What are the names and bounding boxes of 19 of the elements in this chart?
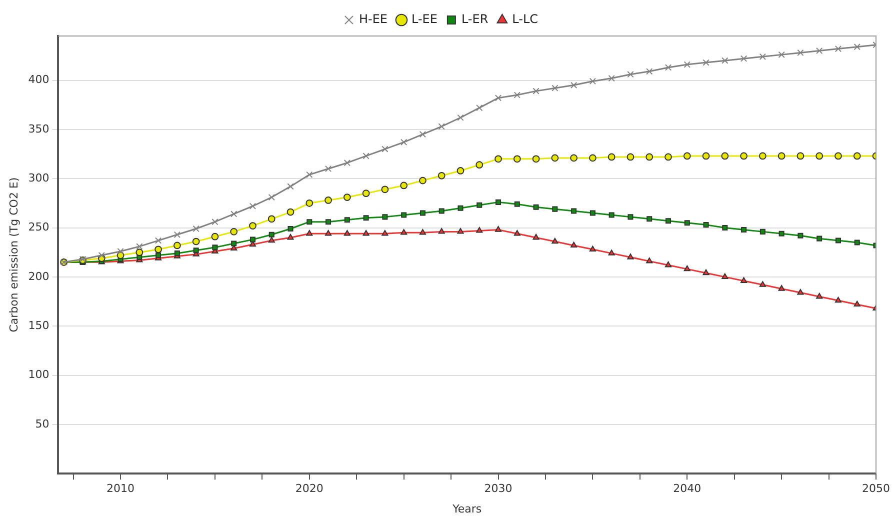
legend-label: H-EE	[358, 12, 388, 26]
x-tick-label: 2040	[673, 482, 702, 496]
y-tick-label: 50	[35, 417, 50, 430]
x-tick-label: 2030	[484, 482, 512, 496]
y-tick-label: 400	[28, 73, 50, 86]
legend-label: L-EE	[411, 12, 438, 26]
y-tick-label: 200	[28, 270, 50, 283]
y-tick-label: 250	[28, 220, 50, 234]
x-tick-label: 2020	[295, 482, 324, 496]
y-tick-label: 150	[28, 318, 50, 332]
x-tick-label: 2010	[106, 482, 135, 496]
y-tick-label: 300	[28, 171, 50, 184]
y-tick-label: 100	[28, 368, 50, 382]
x-tick-label: 2050	[862, 482, 890, 496]
legend-label: L-LC	[512, 12, 538, 26]
y-axis-title: Carbon emission (Tg CO2 E)	[7, 177, 20, 332]
x-axis-title: Years	[452, 502, 482, 516]
legend-label: L-ER	[461, 12, 488, 26]
y-tick-label: 350	[28, 122, 50, 136]
